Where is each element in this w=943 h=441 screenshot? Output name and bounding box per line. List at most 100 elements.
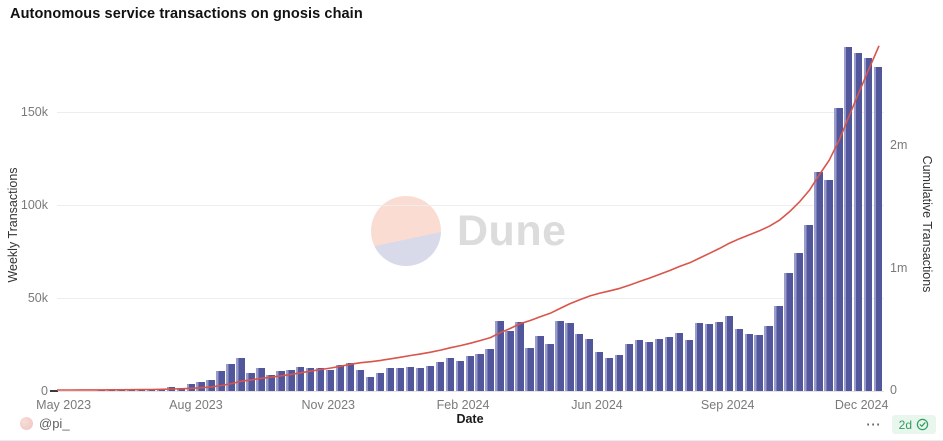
weekly-transactions-bar	[96, 390, 106, 391]
x-axis-tick-label: Sep 2024	[700, 398, 755, 412]
weekly-transactions-bar	[276, 371, 285, 391]
y-left-tick-label: 100k	[20, 198, 48, 212]
weekly-transactions-bar	[375, 372, 385, 391]
weekly-transactions-bar	[106, 390, 116, 391]
weekly-transactions-bar	[525, 348, 534, 391]
x-axis-tick-label: Jun 2024	[571, 398, 623, 412]
author-handle[interactable]: @pi_	[39, 416, 70, 431]
weekly-transactions-bar	[575, 333, 584, 391]
weekly-transactions-bar	[605, 358, 614, 391]
weekly-transactions-bar	[694, 322, 704, 391]
weekly-transactions-bar	[226, 364, 235, 391]
weekly-transactions-bar	[874, 67, 883, 391]
gridline	[57, 391, 884, 392]
weekly-transactions-bar	[335, 365, 345, 391]
weekly-transactions-bar	[824, 180, 833, 391]
weekly-transactions-bar	[246, 372, 255, 391]
weekly-transactions-bar	[545, 343, 554, 391]
check-circle-icon	[916, 418, 929, 431]
weekly-transactions-bar	[146, 389, 156, 391]
weekly-transactions-bar	[774, 305, 783, 391]
weekly-transactions-bar	[814, 172, 823, 391]
y-right-tick-label: 0	[890, 383, 897, 397]
last-updated-text: 2d	[898, 417, 912, 432]
weekly-transactions-bar	[485, 348, 494, 391]
weekly-transactions-bar	[365, 376, 375, 391]
weekly-transactions-bar	[425, 365, 435, 391]
weekly-transactions-bar	[296, 366, 305, 391]
weekly-transactions-bar	[465, 356, 474, 391]
weekly-transactions-bar	[754, 335, 763, 391]
weekly-transactions-bar	[345, 363, 355, 391]
weekly-transactions-bar	[156, 388, 165, 391]
chart-title: Autonomous service transactions on gnosi…	[10, 6, 363, 22]
weekly-transactions-bar	[136, 389, 146, 391]
footer-actions: ⋯ 2d	[866, 415, 936, 434]
weekly-transactions-bar	[475, 353, 484, 391]
weekly-transactions-bar	[166, 386, 175, 391]
weekly-transactions-bar	[395, 368, 405, 391]
weekly-transactions-bar	[595, 351, 604, 391]
weekly-transactions-bar	[624, 343, 634, 391]
x-axis-tick-label: Aug 2023	[169, 398, 223, 412]
weekly-transactions-bar	[495, 321, 504, 391]
x-axis-tick-label: Nov 2023	[301, 398, 356, 412]
weekly-transactions-bar	[565, 323, 574, 391]
author-info[interactable]: @pi_	[20, 416, 70, 431]
weekly-transactions-bar	[445, 357, 454, 391]
weekly-transactions-bar	[644, 342, 654, 391]
weekly-transactions-bar	[585, 338, 594, 391]
weekly-transactions-bar	[834, 108, 843, 391]
weekly-transactions-bar	[614, 355, 624, 391]
y-left-tick-label: 0	[41, 384, 48, 398]
y-axis-title-right: Cumulative Transactions	[920, 155, 934, 293]
weekly-transactions-bar	[505, 331, 514, 391]
weekly-transactions-bar	[844, 46, 853, 391]
weekly-transactions-bar	[66, 390, 76, 391]
gridline	[57, 298, 884, 299]
weekly-transactions-bar	[126, 390, 136, 391]
zero-tick-mark	[50, 390, 58, 392]
weekly-transactions-bar	[704, 323, 713, 391]
dune-logo-icon	[371, 196, 441, 266]
weekly-transactions-bar	[724, 315, 733, 391]
x-axis-tick-label: Dec 2024	[834, 398, 889, 412]
weekly-transactions-bar	[654, 338, 664, 391]
weekly-transactions-bar	[266, 375, 275, 391]
dune-watermark: Dune	[371, 196, 567, 266]
weekly-transactions-bar	[455, 361, 464, 391]
weekly-transactions-bar	[86, 390, 96, 391]
weekly-transactions-bar	[684, 340, 694, 391]
weekly-transactions-bar	[435, 361, 444, 391]
weekly-transactions-bar	[206, 379, 215, 391]
weekly-transactions-bar	[784, 273, 793, 391]
weekly-transactions-bar	[216, 370, 225, 391]
gridline	[57, 205, 884, 206]
weekly-transactions-bar	[744, 333, 753, 391]
x-axis-title: Date	[456, 412, 484, 426]
weekly-transactions-bar	[664, 337, 674, 391]
last-updated-badge[interactable]: 2d	[891, 415, 936, 434]
gridline	[57, 112, 884, 113]
weekly-transactions-bar	[196, 381, 205, 391]
weekly-transactions-bar	[116, 390, 126, 391]
weekly-transactions-bar	[286, 370, 295, 391]
weekly-transactions-bar	[804, 224, 813, 391]
weekly-transactions-bar	[186, 384, 195, 391]
weekly-transactions-bar	[57, 390, 66, 391]
weekly-transactions-bar	[764, 325, 773, 391]
weekly-transactions-bar	[714, 321, 723, 391]
more-menu-button[interactable]: ⋯	[865, 416, 882, 433]
x-axis-tick-label: May 2023	[36, 398, 92, 412]
weekly-transactions-bar	[236, 357, 245, 391]
weekly-transactions-bar	[355, 369, 365, 391]
weekly-transactions-bar	[794, 252, 803, 391]
weekly-transactions-bar	[634, 340, 644, 391]
weekly-transactions-bar	[385, 368, 395, 391]
author-avatar	[20, 417, 33, 430]
weekly-transactions-bar	[326, 369, 335, 391]
weekly-transactions-bar	[415, 368, 425, 391]
weekly-transactions-bar	[674, 333, 684, 391]
y-left-tick-label: 150k	[20, 105, 48, 119]
weekly-transactions-bar	[734, 328, 743, 391]
